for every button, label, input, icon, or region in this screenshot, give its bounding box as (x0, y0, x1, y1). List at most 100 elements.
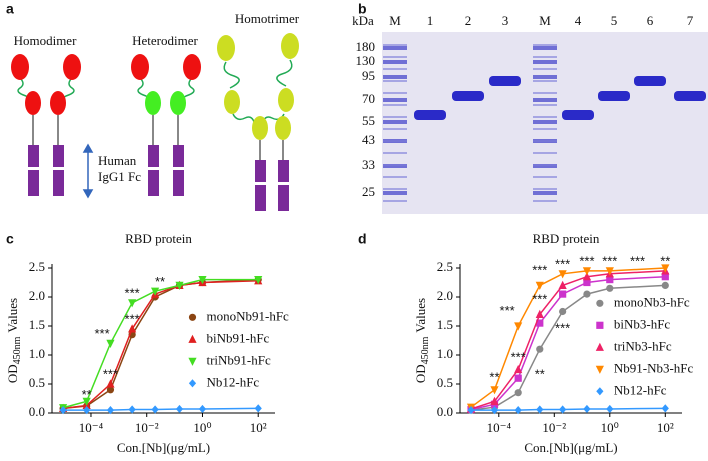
protein-band (489, 76, 521, 86)
data-point (661, 273, 669, 281)
chart-title: RBD protein (125, 231, 192, 246)
significance-label: *** (630, 254, 645, 269)
series-line (470, 275, 666, 411)
kda-label: 70 (362, 91, 375, 106)
panel-label: c (6, 231, 14, 247)
data-point (536, 319, 544, 327)
data-point (254, 276, 263, 285)
kda-label: 180 (356, 39, 376, 54)
ladder-band (383, 152, 407, 154)
ladder-band (383, 46, 407, 50)
data-point (536, 405, 544, 414)
ladder-band (383, 60, 407, 64)
ladder-band (533, 56, 557, 58)
ladder-band (383, 68, 407, 70)
y-tick-label: 2.0 (437, 288, 453, 303)
legend-label: biNb3-hFc (614, 316, 671, 331)
data-point (558, 270, 567, 279)
data-point (83, 406, 91, 415)
data-point (514, 406, 522, 415)
data-point (254, 404, 262, 413)
data-point (606, 276, 614, 284)
ladder-band (533, 75, 557, 79)
legend-label: triNb91-hFc (206, 352, 270, 367)
ladder-band (533, 128, 557, 130)
significance-label: *** (500, 303, 515, 318)
protein-band (452, 91, 484, 101)
data-point (514, 364, 523, 374)
kda-label: 95 (362, 68, 375, 83)
protein-band (414, 110, 446, 120)
ladder-band (383, 188, 407, 190)
x-tick-label: 10⁰ (193, 420, 211, 435)
data-point (559, 290, 567, 298)
kda-label: 130 (356, 53, 376, 68)
lane-label: 5 (611, 13, 618, 28)
ladder-band (383, 116, 407, 118)
y-label-part: Values (413, 298, 428, 333)
ladder-band (533, 164, 557, 166)
significance-label: *** (532, 291, 547, 306)
series-line (470, 267, 666, 408)
chart-title: RBD protein (533, 231, 600, 246)
x-tick-label: 10⁻² (135, 420, 159, 435)
protein-band (598, 91, 630, 101)
y-tick-label: 2.5 (437, 259, 453, 274)
construct-diagram: Homodimer Heterodimer Homotrimer (11, 11, 300, 211)
series-line (471, 407, 666, 411)
data-point (583, 404, 591, 414)
data-point (106, 339, 115, 348)
protein-band (634, 76, 666, 86)
y-tick-label: 1.0 (437, 346, 453, 361)
data-point (536, 345, 544, 353)
significance-label: ** (660, 254, 670, 269)
data-point (514, 374, 522, 382)
data-point (467, 406, 475, 415)
y-label-part: Values (5, 298, 20, 333)
ladder-band (383, 164, 407, 166)
ladder-band (383, 80, 407, 82)
legend-marker (188, 379, 197, 388)
ladder-band (383, 128, 407, 130)
significance-label: ** (489, 370, 499, 385)
x-tick-label: 10⁰ (601, 420, 619, 435)
ladder-band (383, 120, 407, 124)
significance-label: *** (602, 254, 617, 269)
ladder-band (383, 56, 407, 58)
significance-label: *** (555, 257, 570, 272)
lane-label: 7 (687, 13, 694, 28)
x-tick-label: 10⁻² (542, 420, 566, 435)
ladder-band (533, 200, 557, 202)
lane-label: M (539, 13, 551, 28)
ladder-band (383, 200, 407, 202)
x-tick-label: 10² (657, 420, 674, 435)
y-tick-label: 0.0 (29, 404, 45, 419)
data-point (535, 281, 544, 290)
series-line (63, 407, 259, 411)
data-point (128, 299, 137, 308)
data-point (151, 287, 160, 296)
y-tick-label: 0.0 (437, 404, 453, 419)
data-point (198, 404, 207, 414)
data-point (59, 406, 67, 415)
ladder-band (533, 104, 557, 106)
kda-label: 33 (362, 157, 375, 172)
construct-label: Homotrimer (235, 11, 300, 26)
ladder-band (533, 60, 557, 64)
ladder-band (533, 140, 557, 142)
ladder-band (383, 92, 407, 94)
significance-label: ** (535, 367, 545, 382)
data-point (128, 405, 136, 414)
construct-label: Heterodimer (132, 33, 198, 48)
legend-marker (188, 313, 197, 321)
kda-label: 55 (362, 113, 375, 128)
data-point (605, 267, 614, 276)
x-tick-label: 10⁻⁴ (79, 420, 104, 435)
series-line (470, 270, 666, 410)
series-line (62, 278, 259, 409)
ladder-band (533, 176, 557, 178)
panel-label: d (358, 231, 367, 247)
data-point (559, 405, 567, 414)
x-tick-label: 10² (250, 420, 267, 435)
